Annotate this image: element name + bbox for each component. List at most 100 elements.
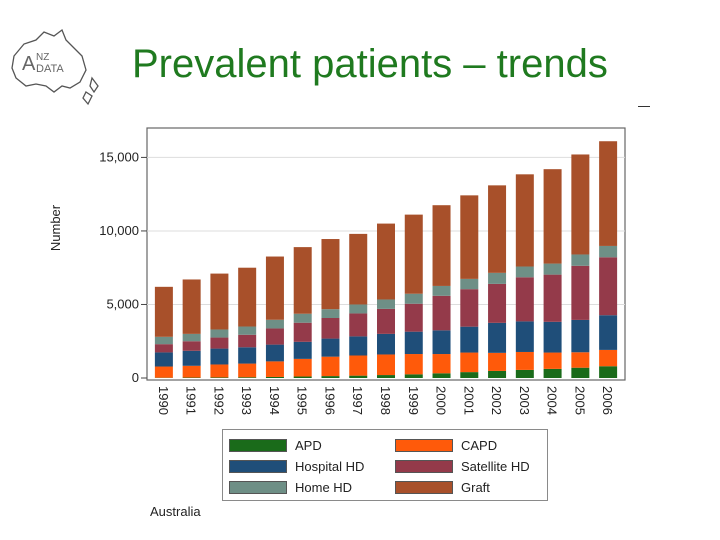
bar-segment-capd — [599, 349, 618, 367]
bar-segment-home-hd — [154, 336, 173, 345]
y-tick-label: 10,000 — [99, 223, 139, 238]
x-tick-label: 1994 — [267, 386, 282, 415]
x-tick-label: 2001 — [461, 386, 476, 415]
x-tick-label: 1992 — [211, 386, 226, 415]
y-tick-label: 5,000 — [106, 296, 139, 311]
legend-label: Graft — [461, 480, 490, 495]
bar-segment-graft — [265, 256, 284, 320]
bar-segment-apd — [265, 376, 284, 378]
y-axis-label: Number — [48, 204, 63, 251]
bar-segment-hospital-hd — [488, 322, 507, 353]
bar-segment-home-hd — [460, 278, 479, 290]
legend-swatch — [395, 460, 453, 473]
bar-segment-graft — [515, 174, 534, 267]
legend-label: Hospital HD — [295, 459, 365, 474]
x-tick-label: 2004 — [545, 386, 560, 415]
bar-segment-capd — [238, 363, 257, 378]
bar-segment-graft — [377, 223, 395, 300]
bar-segment-satellite-hd — [432, 295, 451, 331]
legend-swatch — [229, 460, 287, 473]
bar-segment-apd — [488, 370, 507, 378]
x-tick-label: 1999 — [406, 386, 421, 415]
bar-segment-satellite-hd — [265, 328, 284, 345]
bar-segment-satellite-hd — [460, 289, 479, 327]
bar-segment-satellite-hd — [154, 344, 173, 353]
y-axis: 0 5,000 10,000 15,000 — [99, 149, 147, 385]
bar-segment-home-hd — [238, 326, 257, 335]
bar-segment-hospital-hd — [377, 333, 395, 355]
bar-segment-graft — [154, 286, 173, 337]
x-tick-label: 2000 — [434, 386, 449, 415]
bar-segment-capd — [377, 354, 395, 376]
legend-swatch — [395, 439, 453, 452]
bar-segment-hospital-hd — [349, 336, 368, 356]
bar-segment-satellite-hd — [377, 308, 395, 334]
bar-segment-apd — [377, 375, 395, 378]
bar-segment-graft — [404, 214, 423, 294]
bar-segment-hospital-hd — [265, 344, 284, 362]
bar-segment-home-hd — [210, 329, 229, 338]
legend-swatch — [229, 481, 287, 494]
bar-segment-hospital-hd — [432, 330, 451, 355]
x-tick-label: 1996 — [322, 386, 337, 415]
bar-segment-home-hd — [377, 299, 395, 309]
x-tick-label: 1993 — [239, 386, 254, 415]
bar-segment-apd — [238, 377, 257, 378]
x-axis: 1990 1991 1992 1993 1994 1995 1996 1997 1998 1999… — [156, 386, 615, 415]
bar-segment-satellite-hd — [182, 341, 201, 351]
footer-label: Australia — [150, 504, 201, 519]
bar-segment-satellite-hd — [293, 322, 312, 342]
bar-segment-capd — [460, 352, 479, 373]
legend-swatch — [395, 481, 453, 494]
title-divider — [638, 106, 650, 107]
bar-segment-home-hd — [182, 333, 201, 342]
bar-segment-hospital-hd — [182, 350, 201, 366]
bar-segment-graft — [599, 141, 618, 246]
bar-segment-apd — [515, 369, 534, 378]
bar-segment-hospital-hd — [571, 319, 590, 353]
bar-segment-apd — [571, 367, 590, 378]
bar-segment-graft — [182, 279, 201, 334]
bar-segment-hospital-hd — [515, 321, 534, 352]
x-tick-label: 1997 — [350, 386, 365, 415]
logo-letters-data: DATA — [36, 63, 64, 75]
bar-segment-satellite-hd — [571, 265, 590, 320]
bar-segment-home-hd — [293, 313, 312, 323]
bar-segment-apd — [210, 377, 229, 378]
y-tick-label: 0 — [132, 370, 139, 385]
y-tick-label: 15,000 — [99, 149, 139, 164]
bar-segment-home-hd — [321, 309, 340, 318]
bar-segment-graft — [460, 195, 479, 279]
legend-label: Home HD — [295, 480, 353, 495]
bar-segment-satellite-hd — [404, 303, 423, 332]
bar-segment-capd — [432, 354, 451, 374]
bar-segment-home-hd — [599, 245, 618, 258]
bar-segment-capd — [571, 352, 590, 368]
bar-segment-apd — [293, 376, 312, 378]
bar-segment-home-hd — [349, 304, 368, 314]
bar-segment-graft — [543, 169, 562, 264]
bar-segment-apd — [349, 375, 368, 378]
bar-segment-satellite-hd — [599, 257, 618, 316]
bar-segment-home-hd — [404, 293, 423, 304]
x-tick-label: 2003 — [517, 386, 532, 415]
legend-swatch — [229, 439, 287, 452]
x-tick-label: 2005 — [572, 386, 587, 415]
legend-label: APD — [295, 438, 322, 453]
bar-segment-graft — [488, 185, 507, 273]
bar-segment-satellite-hd — [321, 318, 340, 339]
bar-segment-satellite-hd — [238, 334, 257, 348]
bar-segment-satellite-hd — [515, 277, 534, 322]
slide-title: Prevalent patients – trends — [132, 42, 608, 86]
bar-segment-satellite-hd — [488, 283, 507, 323]
bar-segment-capd — [321, 356, 340, 377]
chart-legend: APD CAPD Hospital HD Satellite HD Home HD Gra… — [222, 429, 548, 501]
bar-segment-satellite-hd — [543, 274, 562, 322]
bar-segment-graft — [210, 273, 229, 330]
logo-letters-nz: NZ — [36, 52, 49, 63]
bar-segment-apd — [404, 374, 423, 378]
bar-segment-graft — [293, 247, 312, 314]
bar-segment-graft — [349, 233, 368, 305]
bar-segment-capd — [182, 365, 201, 378]
